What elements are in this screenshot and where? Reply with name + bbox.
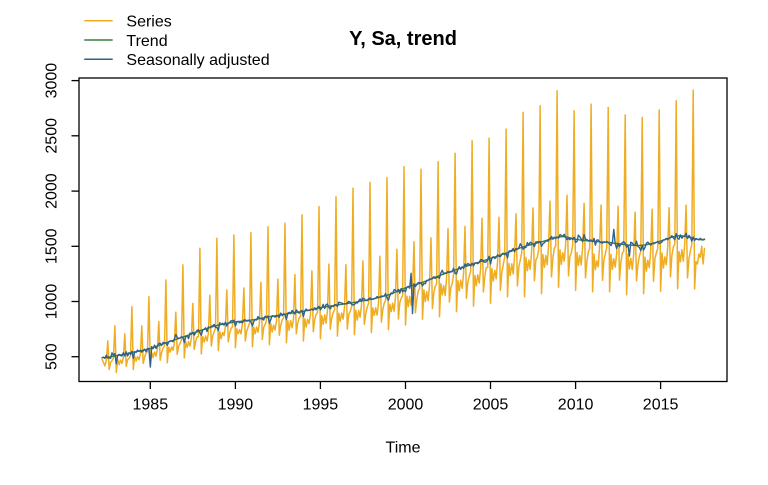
svg-text:1995: 1995 (303, 397, 339, 414)
svg-text:500: 500 (44, 343, 61, 370)
svg-text:Series: Series (126, 14, 171, 31)
svg-text:1990: 1990 (218, 397, 254, 414)
svg-text:2500: 2500 (44, 118, 61, 154)
svg-text:Y, Sa, trend: Y, Sa, trend (349, 28, 457, 50)
svg-text:2000: 2000 (388, 397, 424, 414)
svg-text:1000: 1000 (44, 284, 61, 320)
svg-text:1500: 1500 (44, 228, 61, 264)
svg-text:2005: 2005 (473, 397, 509, 414)
svg-text:2015: 2015 (643, 397, 679, 414)
svg-text:1985: 1985 (133, 397, 169, 414)
svg-text:3000: 3000 (44, 63, 61, 99)
svg-text:Time: Time (386, 440, 421, 457)
svg-text:Trend: Trend (126, 33, 167, 50)
svg-text:Seasonally adjusted: Seasonally adjusted (126, 52, 269, 69)
svg-text:2010: 2010 (558, 397, 594, 414)
svg-text:2000: 2000 (44, 173, 61, 209)
